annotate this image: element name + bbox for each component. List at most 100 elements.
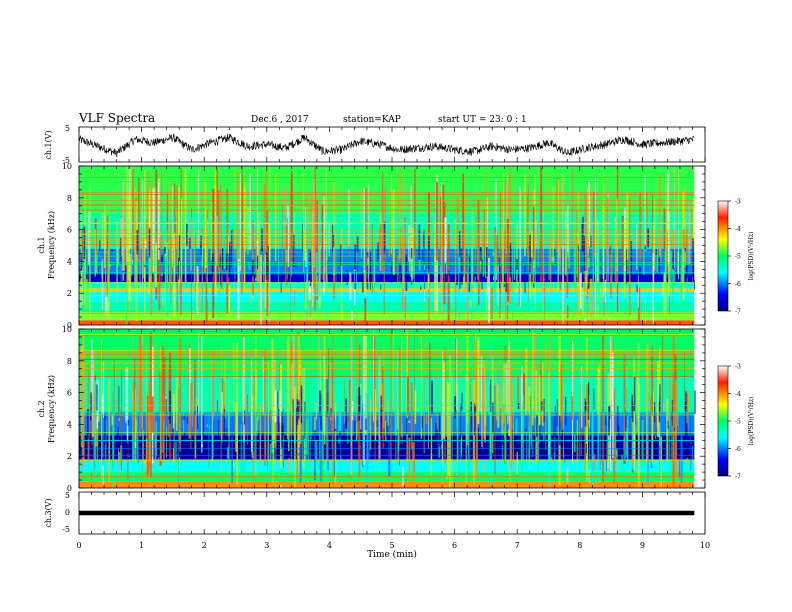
spectrogram-streak [172,428,175,448]
spectrogram-streak [356,226,358,323]
spectrogram-streak [673,270,676,287]
y-tick-label: 8 [67,357,72,366]
spectrogram-streak [583,236,585,271]
spectrogram-streak [378,356,381,459]
spectrogram-streak [594,177,596,317]
spectrogram-streak [101,261,103,279]
y-tick-label: 6 [67,226,72,235]
spectrogram-streak [174,183,176,267]
spectrogram-streak [587,275,590,289]
spectrogram-streak [278,178,279,325]
spectrogram-streak [118,452,121,463]
colorbar-tick-label: -3 [735,364,741,371]
spectrogram-streak [602,333,604,483]
spectrogram-streak [80,279,82,315]
spectrogram-streak [410,271,413,285]
x-tick-label: 6 [452,541,457,550]
spectrogram-streak [431,380,434,415]
spectrogram-streak [168,368,170,437]
x-tick-label: 3 [264,541,269,550]
spectrogram-streak [81,371,83,482]
spectrogram-streak [115,368,116,414]
spectrogram-streak [179,277,182,316]
spectrogram-streak [193,217,195,298]
spectrogram-streak [306,225,308,315]
spectrogram-streak [480,356,483,414]
spectrogram-streak [425,415,428,425]
spectrogram-streak [673,168,676,268]
spectrogram-streak [268,252,271,322]
spectrogram-streak [335,237,337,302]
spectrogram-streak [184,168,187,283]
spectrogram-streak [239,264,241,285]
spectrogram-streak [603,296,605,317]
spectrogram-streak [626,249,627,285]
spectrogram-streak [498,358,500,415]
spectrogram-streak [90,392,92,420]
spectrogram-streak [106,215,109,279]
spectrogram-streak [383,260,385,315]
colorbar-tick-label: -4 [735,391,741,398]
spectrogram-streak [330,362,332,421]
spectrogram-streak [147,171,149,256]
spectrogram-streak [183,415,185,421]
spectrogram-streak [327,392,329,471]
spectrogram-streak [265,170,268,252]
spectrogram-streak [584,398,586,471]
ch1-waveform-panel: 5 -5 ch.1(V) [44,124,706,165]
spectrogram-streak [290,364,292,473]
spectrogram-streak [456,195,459,255]
spectrogram-streak [578,251,580,316]
spectrogram-streak [516,451,518,475]
spectrogram-streak [623,354,626,451]
spectrogram-streak [139,221,141,297]
spectrogram-streak [316,273,319,276]
spectrogram-streak [95,224,98,274]
spectrogram-streak [233,342,235,412]
spectrogram-streak [442,271,443,316]
spectrogram-streak [128,198,130,302]
spectrogram-streak [529,263,532,299]
spectrogram-streak [327,348,330,424]
spectrogram-streak [587,197,589,285]
spectrogram-streak [662,281,664,297]
spectrogram-streak [101,418,104,459]
spectrogram-streak [246,394,248,445]
spectrogram-streak [434,423,437,447]
spectrogram-streak [560,360,563,423]
y-axis-label-line: Frequency (kHz) [47,211,56,279]
spectrogram-streak [588,258,590,268]
spectrogram-streak [149,422,151,460]
spectrogram-streak [566,467,569,483]
spectrogram-streak [197,405,199,429]
spectrogram-streak [541,361,544,417]
spectrogram-streak [673,427,675,431]
figure-title: VLF Spectra [78,111,155,125]
colorbar-tick-label: -3 [735,199,741,206]
spectrogram-streak [356,261,358,273]
spectrogram-streak [223,409,226,442]
spectrogram-streak [259,404,262,461]
spectrogram-streak [206,424,208,427]
spectrogram-streak [582,291,584,317]
spectrogram-streak [111,249,113,253]
spectrogram-streak [645,298,646,323]
spectrogram-streak [89,186,91,307]
spectrogram-streak [658,394,661,484]
spectrogram-streak [254,277,257,282]
spectrogram-streak [618,425,620,449]
spectrogram-streak [684,187,686,267]
spectrogram-streak [647,392,649,485]
spectrogram-streak [178,236,181,299]
spectrogram-streak [606,420,607,472]
spectrogram-streak [142,237,145,279]
spectrogram-streak [463,276,465,288]
spectrogram-streak [625,428,628,457]
spectrogram-streak [346,269,348,285]
spectrogram-streak [436,362,438,446]
spectrogram-streak [578,383,580,470]
spectrogram-streak [149,331,152,478]
spectrogram-streak [511,430,513,446]
spectrogram-streak [253,375,256,412]
spectrogram-band [79,282,695,289]
